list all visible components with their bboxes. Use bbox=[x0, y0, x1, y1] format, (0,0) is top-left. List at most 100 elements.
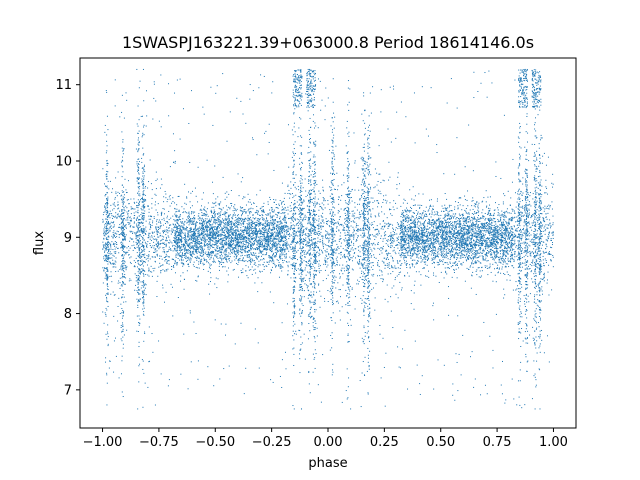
data-point bbox=[249, 260, 251, 262]
data-point bbox=[525, 268, 527, 270]
data-point bbox=[496, 245, 498, 247]
data-point bbox=[316, 232, 318, 234]
data-point bbox=[422, 218, 424, 220]
data-point bbox=[409, 211, 411, 213]
data-point bbox=[216, 233, 218, 235]
data-point bbox=[393, 267, 395, 269]
data-point bbox=[234, 253, 236, 255]
data-point bbox=[492, 257, 494, 259]
data-point bbox=[204, 235, 206, 237]
data-point bbox=[222, 237, 224, 239]
data-point bbox=[194, 218, 196, 220]
data-point bbox=[164, 252, 166, 254]
data-point bbox=[104, 267, 106, 269]
data-point bbox=[254, 231, 256, 233]
data-point bbox=[512, 237, 514, 239]
data-point bbox=[169, 230, 171, 232]
data-point bbox=[305, 229, 307, 231]
data-point bbox=[465, 229, 467, 231]
data-point bbox=[497, 227, 499, 229]
data-point bbox=[247, 201, 249, 203]
data-point bbox=[304, 250, 306, 252]
data-point bbox=[327, 274, 329, 276]
data-point bbox=[262, 205, 264, 207]
data-point bbox=[457, 223, 459, 225]
data-point bbox=[157, 229, 159, 231]
data-point bbox=[480, 262, 482, 264]
data-point bbox=[335, 252, 337, 254]
data-point bbox=[191, 238, 193, 240]
data-point bbox=[255, 272, 257, 274]
data-point bbox=[198, 236, 200, 238]
data-point bbox=[385, 253, 387, 255]
data-point bbox=[125, 253, 127, 255]
data-point bbox=[148, 211, 150, 213]
data-point bbox=[415, 224, 417, 226]
data-point bbox=[234, 226, 236, 228]
data-point bbox=[240, 248, 242, 250]
data-point bbox=[365, 248, 367, 250]
data-point bbox=[534, 209, 536, 211]
data-point bbox=[287, 184, 289, 186]
data-point bbox=[363, 241, 365, 243]
data-point bbox=[532, 251, 533, 253]
data-point bbox=[367, 213, 369, 215]
data-point bbox=[282, 238, 284, 240]
data-point bbox=[251, 239, 253, 241]
data-point bbox=[149, 221, 151, 223]
data-point bbox=[153, 216, 155, 218]
data-point bbox=[529, 240, 531, 242]
data-point bbox=[384, 267, 386, 269]
data-point bbox=[192, 240, 194, 242]
data-point bbox=[308, 259, 310, 261]
data-point bbox=[258, 255, 260, 257]
data-point bbox=[155, 243, 157, 245]
data-point bbox=[157, 226, 159, 228]
data-point bbox=[479, 233, 481, 235]
data-point bbox=[349, 290, 351, 292]
data-point bbox=[538, 218, 540, 220]
data-point bbox=[269, 212, 271, 214]
data-point bbox=[123, 225, 125, 227]
data-point bbox=[114, 294, 116, 296]
data-point bbox=[516, 230, 518, 232]
data-point bbox=[378, 266, 380, 268]
data-point bbox=[322, 226, 324, 228]
data-point bbox=[421, 243, 423, 245]
data-point bbox=[447, 215, 449, 217]
data-point bbox=[541, 244, 543, 246]
data-point bbox=[431, 243, 433, 245]
data-point bbox=[269, 196, 271, 198]
data-point bbox=[252, 208, 254, 210]
data-point bbox=[163, 231, 164, 233]
data-point bbox=[149, 159, 151, 161]
data-point bbox=[487, 231, 489, 233]
data-point bbox=[334, 275, 336, 277]
data-point bbox=[225, 239, 227, 241]
data-point bbox=[377, 206, 379, 208]
data-point bbox=[294, 241, 296, 243]
data-point bbox=[364, 240, 366, 242]
data-point bbox=[442, 252, 444, 254]
data-point bbox=[411, 255, 413, 257]
data-point bbox=[141, 218, 143, 220]
data-point bbox=[485, 224, 487, 226]
data-point bbox=[115, 212, 117, 214]
data-point bbox=[288, 261, 290, 263]
data-point bbox=[134, 247, 136, 249]
data-point bbox=[539, 218, 541, 220]
data-point bbox=[120, 228, 122, 230]
data-point bbox=[524, 197, 526, 199]
data-point bbox=[482, 209, 484, 211]
data-point bbox=[329, 233, 331, 235]
data-point bbox=[145, 232, 147, 234]
data-point bbox=[274, 227, 276, 229]
data-point bbox=[198, 239, 200, 241]
data-point bbox=[150, 215, 152, 217]
data-point bbox=[383, 232, 385, 234]
data-point bbox=[471, 224, 473, 226]
data-point bbox=[511, 233, 513, 235]
data-point bbox=[443, 226, 445, 228]
data-point bbox=[417, 236, 419, 238]
data-point bbox=[337, 222, 339, 224]
